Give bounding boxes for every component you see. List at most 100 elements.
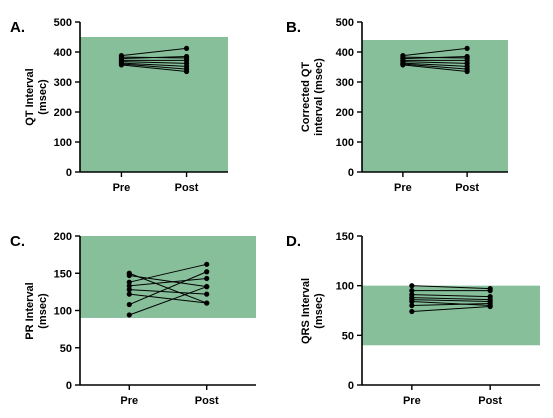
panel-b: B. Corrected QT interval (msec) 0 100 200 3… <box>286 17 508 194</box>
pre-point <box>126 301 132 308</box>
pre-point <box>409 288 415 294</box>
subject-line <box>121 64 187 72</box>
panel-d: D. QRS Interval (msec) 0 50 100 150 Pre Post <box>286 231 540 407</box>
pre-point <box>126 283 132 289</box>
subject-line <box>402 47 468 57</box>
pre-point <box>409 302 415 309</box>
y-tick-label: 200 <box>54 231 72 243</box>
panel-a: A. QT Interval (msec) 0 100 200 300 400 500 Pr… <box>10 17 228 194</box>
post-point <box>204 284 210 290</box>
post-point <box>487 303 493 310</box>
panel-a-plot: 0 100 200 300 400 500 Pre Post <box>54 17 228 194</box>
y-tick-label: 50 <box>342 330 354 342</box>
post-point <box>183 53 190 60</box>
post-point <box>464 68 470 75</box>
y-tick-label: 150 <box>54 268 72 280</box>
subject-line <box>411 294 491 298</box>
panel-c: C. PR Interval (msec) 0 50 100 150 200 Pre Pos… <box>10 231 256 407</box>
post-point <box>204 300 210 306</box>
pre-point <box>409 298 415 305</box>
panel-d-ylabel-1: QRS Interval <box>300 278 312 344</box>
y-tick-label: 0 <box>66 167 72 179</box>
panel-c-letter: C. <box>10 233 25 250</box>
y-tick-label: 0 <box>66 380 72 392</box>
post-point <box>487 288 493 294</box>
subject-line <box>129 263 207 283</box>
y-tick-label: 100 <box>336 137 354 149</box>
subject-line <box>402 63 468 70</box>
subject-line <box>121 61 187 64</box>
y-tick-label: 100 <box>54 137 72 149</box>
normal-range-band <box>80 37 228 172</box>
panel-d-plot: 0 50 100 150 Pre Post <box>336 231 540 407</box>
subject-line <box>402 61 468 64</box>
panel-a-ylabel-2: (msec) <box>37 79 49 115</box>
subject-line <box>411 303 491 307</box>
x-category-label: Post <box>195 395 219 407</box>
subject-line <box>121 63 187 70</box>
pre-point <box>126 312 132 318</box>
subject-line <box>129 286 207 316</box>
y-tick-label: 300 <box>336 77 354 89</box>
subject-line <box>411 301 491 307</box>
pre-point <box>126 291 132 297</box>
panel-b-letter: B. <box>286 19 301 36</box>
panel-c-ylabel-2: (msec) <box>37 293 49 329</box>
x-category-label: Post <box>478 395 502 407</box>
subject-line <box>402 62 468 67</box>
panel-a-letter: A. <box>10 19 25 36</box>
x-category-label: Pre <box>403 395 421 407</box>
subject-line <box>411 297 491 301</box>
pre-point <box>126 287 132 293</box>
subject-line <box>129 289 207 295</box>
y-tick-label: 500 <box>336 17 354 29</box>
post-point <box>204 275 210 282</box>
y-tick-label: 200 <box>54 107 72 119</box>
panel-c-ylabel-1: PR Interval <box>24 282 36 339</box>
subject-line <box>121 47 187 57</box>
y-tick-label: 100 <box>336 281 354 293</box>
x-category-label: Pre <box>120 395 138 407</box>
pre-point <box>126 272 132 279</box>
post-point <box>464 45 470 51</box>
y-tick-label: 100 <box>54 306 72 318</box>
subject-line <box>129 277 207 287</box>
x-category-label: Post <box>175 182 199 194</box>
y-tick-label: 0 <box>348 167 354 179</box>
panel-b-plot: 0 100 200 300 400 500 Pre Post <box>336 17 508 194</box>
panel-d-ylabel-2: (msec) <box>313 293 325 329</box>
panel-a-ylabel-1: QT Interval <box>24 68 36 125</box>
y-tick-label: 50 <box>60 343 72 355</box>
post-point <box>183 45 190 51</box>
subject-line <box>411 306 491 312</box>
subject-line <box>129 274 207 288</box>
pre-point <box>126 279 132 285</box>
subject-line <box>402 64 468 72</box>
subject-line <box>121 62 187 67</box>
y-tick-label: 200 <box>336 107 354 119</box>
subject-line <box>402 56 468 60</box>
x-category-label: Post <box>455 182 479 194</box>
post-point <box>183 68 190 75</box>
panel-b-ylabel-1: Corrected QT <box>300 62 312 133</box>
y-tick-label: 150 <box>336 231 354 243</box>
panel-b-ylabel-2: interval (msec) <box>313 58 325 136</box>
pre-point <box>409 283 415 289</box>
post-point <box>204 291 210 297</box>
pre-point <box>118 62 125 68</box>
post-point <box>204 261 210 267</box>
pre-point <box>400 62 406 68</box>
normal-range-band <box>80 236 256 318</box>
x-category-label: Pre <box>394 182 412 194</box>
y-tick-label: 300 <box>54 77 72 89</box>
subject-line <box>129 271 207 306</box>
x-category-label: Pre <box>113 182 131 194</box>
pre-point <box>409 308 415 315</box>
panel-c-plot: 0 50 100 150 200 Pre Post <box>54 231 256 407</box>
y-tick-label: 400 <box>336 47 354 59</box>
panel-d-letter: D. <box>286 233 301 250</box>
post-point <box>204 269 210 275</box>
y-tick-label: 400 <box>54 47 72 59</box>
subject-line <box>121 56 187 60</box>
